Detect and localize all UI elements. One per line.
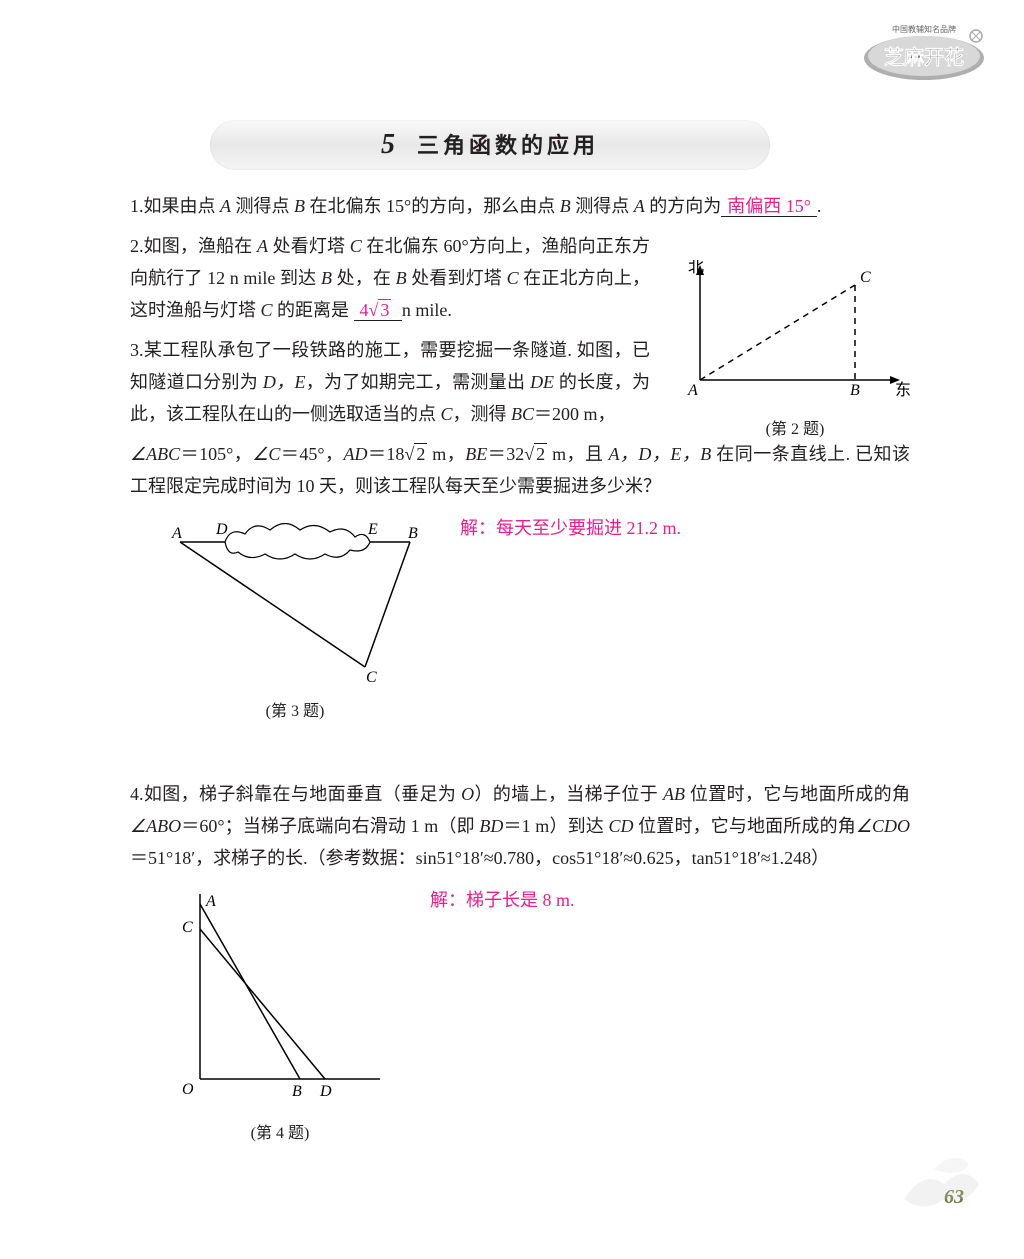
svg-text:C: C [182,919,193,936]
svg-text:A: A [205,893,216,910]
logo-svg: 中国教辅知名品牌 芝麻开花 [854,18,994,88]
problem-2-num: 2. [130,236,144,256]
problem-2-text: 2.如图，渔船在 A 处看灯塔 C 在北偏东 60°方向上，渔船向正东方向航行了… [130,230,650,326]
svg-text:B: B [408,525,418,542]
svg-text:C: C [366,669,377,682]
problem-2-answer: 43 [354,300,402,321]
problem-3-text-top: 3.某工程队承包了一段铁路的施工，需要挖掘一条隧道. 如图，已知隧道口分别为 D… [130,334,650,430]
svg-text:D: D [319,1083,332,1100]
figure-3-svg: A D E B C [170,512,420,682]
figure-3-caption: (第 3 题) [170,696,420,728]
svg-text:A: A [171,525,182,542]
svg-text:D: D [215,521,228,538]
content-area: 1.如果由点 A 测得点 B 在北偏东 15°的方向，那么由点 B 测得点 A … [130,190,910,1168]
brand-logo: 中国教辅知名品牌 芝麻开花 [854,18,994,88]
figure-3: A D E B C (第 3 题) [170,512,420,728]
problem-1-num: 1. [130,196,144,216]
problem-4-text: 4.如图，梯子斜靠在与地面垂直（垂足为 O）的墙上，当梯子位于 AB 位置时，它… [130,778,910,874]
logo-text: 芝麻开花 [884,45,964,69]
problem-2: 2.如图，渔船在 A 处看灯塔 C 在北偏东 60°方向上，渔船向正东方向航行了… [130,230,910,326]
problem-3-answer: 解：每天至少要掘进 21.2 m. [460,512,681,544]
corner-decoration [884,1129,1004,1229]
svg-text:北: 北 [688,260,704,276]
logo-subtext: 中国教辅知名品牌 [892,24,956,34]
svg-text:E: E [367,521,378,538]
problem-1: 1.如果由点 A 测得点 B 在北偏东 15°的方向，那么由点 B 测得点 A … [130,190,910,222]
svg-text:B: B [292,1083,302,1100]
problem-4-num: 4. [130,784,144,804]
figure-4-svg: A C O B D [170,884,390,1104]
problem-3-num: 3. [130,340,144,360]
problem-4: 4.如图，梯子斜靠在与地面垂直（垂足为 O）的墙上，当梯子位于 AB 位置时，它… [130,778,910,1160]
problem-3: 3.某工程队承包了一段铁路的施工，需要挖掘一条隧道. 如图，已知隧道口分别为 D… [130,334,910,738]
problem-1-answer: 南偏西 15° [721,196,817,217]
section-number: 5 [381,129,395,160]
svg-text:O: O [182,1081,194,1098]
problem-3-text-rest: ∠ABC＝105°，∠C＝45°，AD＝182 m，BE＝322 m，且 A，D… [130,438,910,502]
figure-4-caption: (第 4 题) [170,1118,390,1150]
section-header: 5 三角函数的应用 [210,120,770,170]
problem-4-answer: 解：梯子长是 8 m. [430,884,575,916]
figure-4: A C O B D (第 4 题) [170,884,390,1150]
section-title: 三角函数的应用 [417,133,599,158]
svg-text:C: C [860,269,871,286]
